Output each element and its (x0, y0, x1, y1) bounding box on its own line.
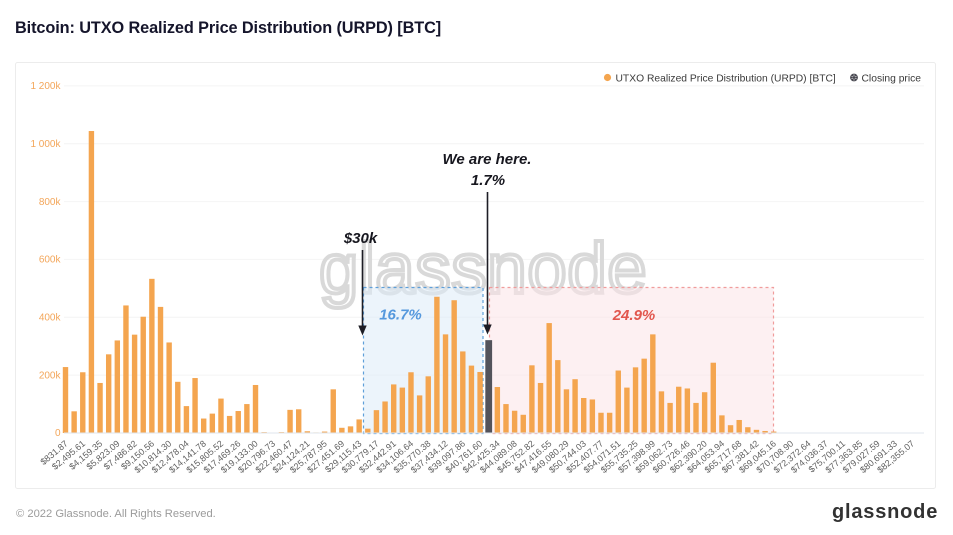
svg-text:800k: 800k (39, 197, 62, 208)
svg-text:$30k: $30k (343, 230, 378, 247)
svg-text:1 000k: 1 000k (30, 139, 61, 150)
svg-text:200k: 200k (39, 370, 62, 381)
svg-text:0: 0 (55, 428, 61, 439)
svg-text:400k: 400k (39, 313, 62, 324)
svg-text:1 200k: 1 200k (30, 81, 61, 92)
svg-text:1.7%: 1.7% (471, 172, 505, 189)
svg-text:UTXO Realized Price Distributi: UTXO Realized Price Distribution (URPD) … (616, 73, 836, 84)
svg-text:We are here.: We are here. (443, 151, 532, 168)
svg-text:24.9%: 24.9% (612, 307, 656, 324)
svg-text:Closing price: Closing price (862, 73, 922, 84)
svg-text:600k: 600k (39, 255, 62, 266)
svg-text:16.7%: 16.7% (379, 307, 422, 324)
